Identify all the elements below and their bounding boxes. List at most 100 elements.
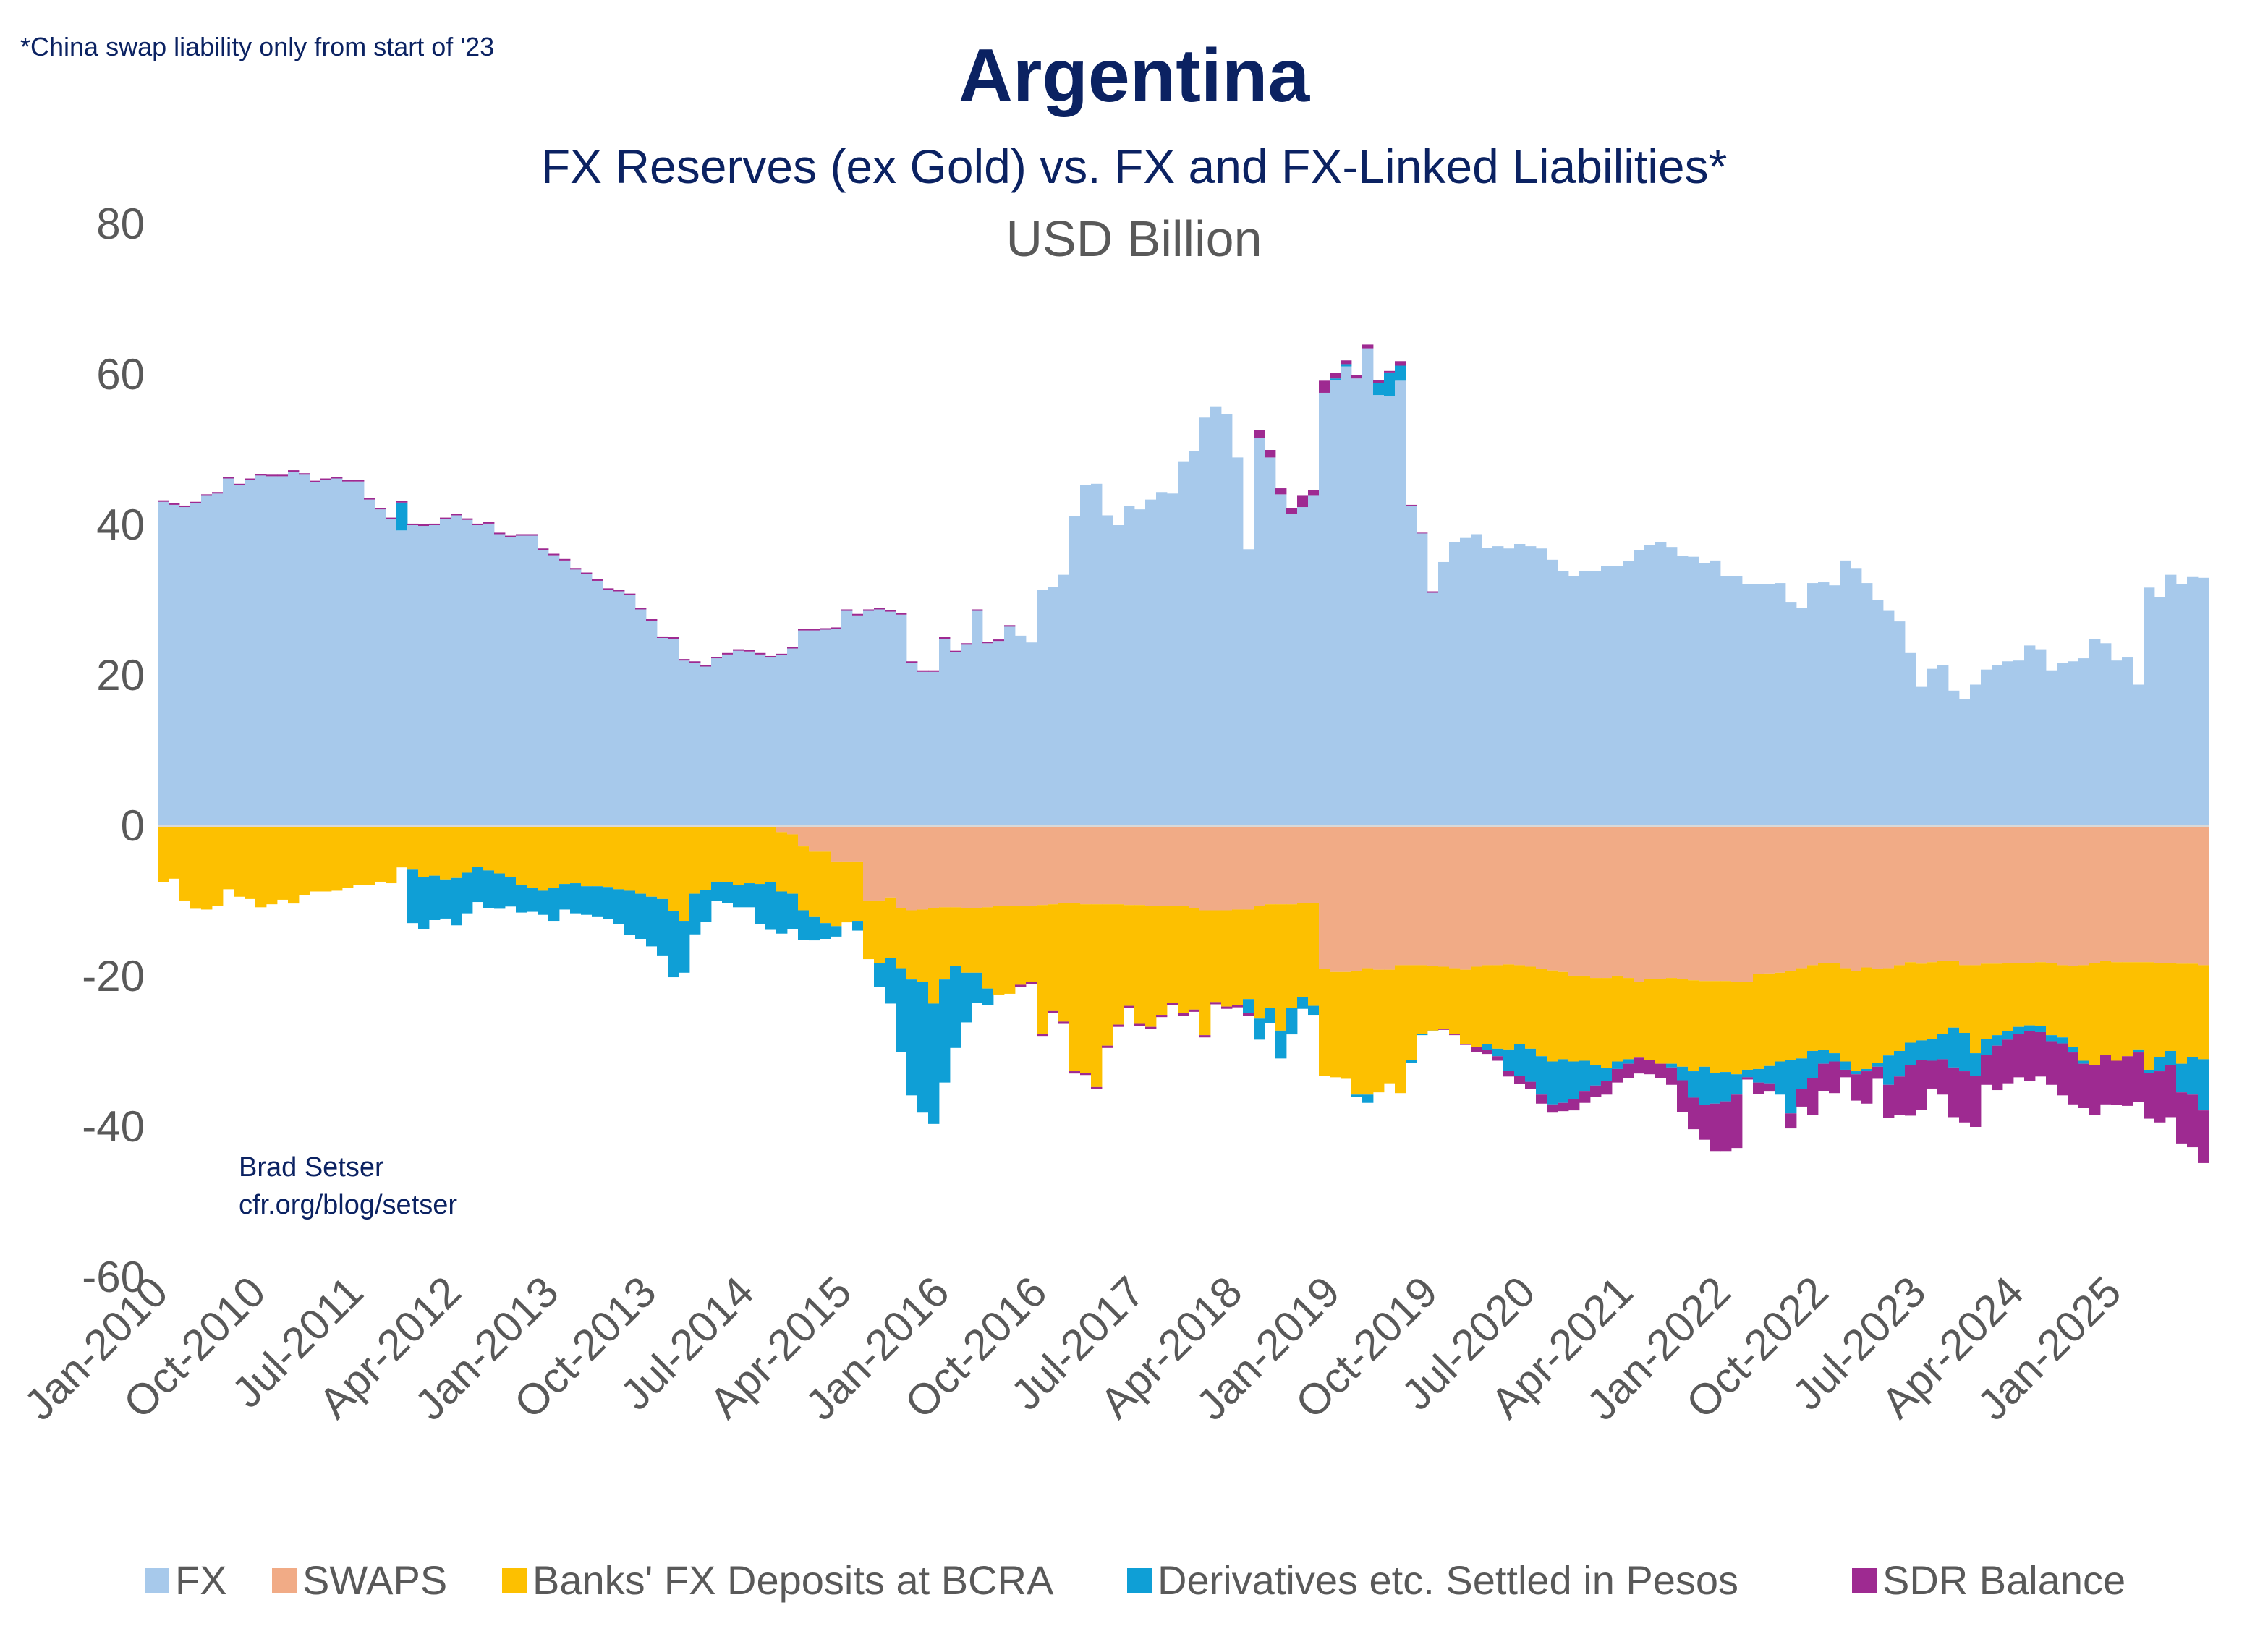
bar-sdr-balance — [1015, 984, 1027, 987]
bar-banks-fx-deposits-at-bcra — [798, 846, 810, 911]
bar-derivatives-etc-settled-in-pesos — [700, 890, 712, 922]
bar-stack-2018-06 — [1254, 430, 1265, 1040]
bar-banks-fx-deposits-at-bcra — [1134, 905, 1146, 1024]
bar-banks-fx-deposits-at-bcra — [1243, 909, 1254, 1000]
bar-stack-2013-05 — [592, 579, 603, 917]
bar-stack-2023-12 — [1970, 684, 1982, 1127]
bar-derivatives-etc-settled-in-pesos — [2013, 1026, 2025, 1034]
bar-banks-fx-deposits-at-bcra — [2111, 962, 2123, 1061]
bar-sdr-balance — [1091, 1086, 1103, 1089]
bar-stack-2017-08 — [1145, 499, 1157, 1029]
bar-fx — [1341, 366, 1352, 826]
bar-banks-fx-deposits-at-bcra — [1840, 968, 1851, 1062]
bar-sdr-balance — [1406, 504, 1417, 506]
bar-banks-fx-deposits-at-bcra — [1666, 978, 1678, 1064]
bar-swaps — [1851, 826, 1862, 971]
bar-sdr-balance — [494, 532, 506, 535]
bar-fx — [874, 609, 885, 826]
bar-banks-fx-deposits-at-bcra — [1720, 981, 1732, 1073]
bar-swaps — [1861, 826, 1873, 968]
bar-derivatives-etc-settled-in-pesos — [755, 884, 766, 924]
bar-banks-fx-deposits-at-bcra — [516, 826, 527, 885]
bar-banks-fx-deposits-at-bcra — [1026, 906, 1037, 982]
bar-stack-2014-02 — [689, 661, 701, 935]
bar-stack-2025-03 — [2133, 684, 2144, 1102]
bar-swaps — [2078, 826, 2090, 966]
bar-banks-fx-deposits-at-bcra — [1427, 966, 1439, 1031]
bar-derivatives-etc-settled-in-pesos — [2198, 1059, 2209, 1111]
bar-sdr-balance — [548, 553, 560, 556]
bar-derivatives-etc-settled-in-pesos — [1590, 1065, 1602, 1086]
bar-derivatives-etc-settled-in-pesos — [2154, 1057, 2166, 1072]
bar-sdr-balance — [1883, 1084, 1895, 1118]
y-tick-label: 80 — [96, 200, 145, 248]
bar-sdr-balance — [1341, 360, 1352, 365]
bar-fx — [223, 478, 234, 826]
bar-derivatives-etc-settled-in-pesos — [1612, 1061, 1623, 1069]
bar-derivatives-etc-settled-in-pesos — [1406, 1060, 1417, 1063]
bar-banks-fx-deposits-at-bcra — [1688, 980, 1699, 1072]
bar-stack-2018-08 — [1275, 488, 1287, 1059]
bar-sdr-balance — [2024, 1031, 2036, 1081]
bar-stack-2021-11 — [1699, 563, 1710, 1140]
bar-stack-2014-12 — [798, 629, 810, 940]
bar-derivatives-etc-settled-in-pesos — [722, 882, 734, 903]
bar-stack-2022-10 — [1818, 582, 1830, 1091]
bar-sdr-balance — [418, 524, 430, 527]
bar-fx — [679, 660, 690, 826]
bar-sdr-balance — [2176, 1092, 2188, 1144]
bar-fx — [1905, 652, 1916, 826]
y-tick-label: 20 — [96, 651, 145, 699]
bar-swaps — [1742, 826, 1754, 982]
bar-fx — [646, 621, 658, 826]
bar-fx — [1503, 548, 1515, 826]
bar-fx — [798, 630, 810, 826]
bar-fx — [1460, 537, 1471, 826]
bar-stack-2012-09 — [505, 535, 517, 907]
bar-derivatives-etc-settled-in-pesos — [1981, 1039, 1992, 1055]
bar-banks-fx-deposits-at-bcra — [1102, 904, 1113, 1046]
bar-swaps — [1775, 826, 1786, 973]
bar-fx — [1330, 380, 1341, 826]
bar-banks-fx-deposits-at-bcra — [1069, 903, 1081, 1072]
bar-banks-fx-deposits-at-bcra — [863, 900, 875, 960]
bar-fx — [201, 495, 213, 826]
bar-fx — [2078, 658, 2090, 826]
bar-fx — [1710, 560, 1721, 826]
bar-swaps — [2013, 826, 2025, 963]
bar-banks-fx-deposits-at-bcra — [982, 907, 994, 989]
bar-banks-fx-deposits-at-bcra — [386, 826, 397, 884]
bar-sdr-balance — [1937, 1059, 1949, 1095]
bar-stack-2024-02 — [1992, 665, 2003, 1091]
bar-banks-fx-deposits-at-bcra — [820, 851, 831, 924]
bar-stack-2025-02 — [2122, 657, 2133, 1106]
bar-stack-2017-09 — [1156, 492, 1168, 1018]
bar-derivatives-etc-settled-in-pesos — [1742, 1069, 1754, 1078]
bar-swaps — [2133, 826, 2144, 963]
bar-fx — [624, 595, 636, 826]
bar-derivatives-etc-settled-in-pesos — [906, 979, 918, 1096]
bar-fx — [1753, 584, 1764, 826]
bar-swaps — [1720, 826, 1732, 982]
bar-derivatives-etc-settled-in-pesos — [1623, 1059, 1634, 1064]
bar-fx — [1536, 548, 1547, 826]
bar-banks-fx-deposits-at-bcra — [2035, 962, 2047, 1026]
bar-banks-fx-deposits-at-bcra — [342, 826, 354, 888]
bar-swaps — [2035, 826, 2047, 963]
bar-sdr-balance — [1460, 1044, 1471, 1045]
bar-stack-2011-06 — [342, 480, 354, 888]
bar-sdr-balance — [1623, 1063, 1634, 1078]
bar-swaps — [1048, 826, 1059, 905]
bar-banks-fx-deposits-at-bcra — [1330, 971, 1341, 1078]
bar-fx — [407, 525, 419, 826]
bar-sdr-balance — [2187, 1094, 2199, 1148]
bar-fx — [1319, 392, 1330, 826]
bar-sdr-balance — [765, 655, 777, 658]
bar-swaps — [1992, 826, 2003, 964]
bar-derivatives-etc-settled-in-pesos — [1243, 999, 1254, 1013]
bar-swaps — [1156, 826, 1168, 906]
bar-banks-fx-deposits-at-bcra — [2122, 962, 2133, 1057]
bar-fx — [841, 610, 853, 826]
bar-banks-fx-deposits-at-bcra — [527, 826, 538, 888]
bar-banks-fx-deposits-at-bcra — [993, 906, 1005, 995]
